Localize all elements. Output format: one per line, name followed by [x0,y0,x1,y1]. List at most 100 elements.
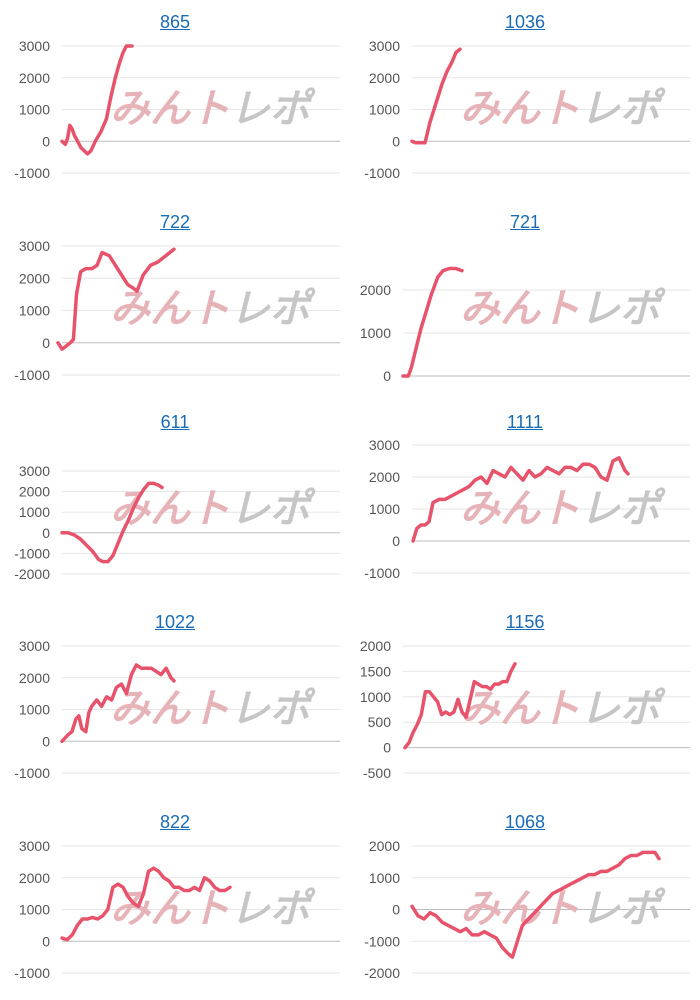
y-tick-label: -1000 [14,965,50,981]
chart-panel-822: 822 3000 2000 1000 0 -1000 みんトレポ [0,800,350,1000]
y-tick-label: 3000 [369,38,400,54]
y-tick-label: 2000 [19,270,50,286]
chart-panel-1111: 1111 3000 2000 1000 0 -1000 みんトレポ [350,400,700,600]
y-tick-label: 1000 [19,902,50,918]
y-tick-label: 3000 [19,638,50,654]
chart-title-link[interactable]: 1068 [504,812,546,832]
y-tick-label: -2000 [14,566,50,582]
y-tick-label: 1000 [360,325,391,341]
series-line [60,663,176,744]
y-tick-label: 0 [42,133,50,149]
y-tick-label: 0 [42,525,50,541]
y-tick-label: 1000 [369,870,400,886]
series-line [60,481,164,564]
chart-svg: 2000 1000 0 みんトレポ [360,266,690,384]
chart-panel-865: 865 3000 2000 1000 0 -1000 みんトレポ [0,0,350,200]
y-tick-label: 3000 [19,838,50,854]
y-tick-label: 1000 [19,303,50,319]
chart-title-link[interactable]: 611 [160,412,190,432]
y-tick-label: 0 [392,133,400,149]
chart-panel-1156: 1156 2000 1500 1000 500 0 -500 みんトレポ [350,600,700,800]
watermark-logo: みんトレポ [460,686,666,732]
y-tick-label: -1000 [14,765,50,781]
chart-panel-611: 611 3000 2000 1000 0 -1000 -2000 みんトレポ [0,400,350,600]
y-tick-label: -1000 [364,165,400,181]
y-tick-label: 3000 [19,463,50,479]
y-tick-label: 500 [368,714,392,730]
chart-svg: 3000 2000 1000 0 -1000 みんトレポ [364,437,690,581]
chart-svg: 3000 2000 1000 0 -1000 みんトレポ [14,638,340,781]
y-tick-label: 2000 [19,870,50,886]
chart-svg: 2000 1500 1000 500 0 -500 みんトレポ [360,638,690,781]
y-tick-label: 3000 [19,238,50,254]
y-tick-label: 3000 [19,38,50,54]
y-tick-label: -1000 [14,367,50,383]
chart-panel-721: 721 2000 1000 0 みんトレポ [350,200,700,400]
chart-title-link[interactable]: 1111 [506,412,544,432]
series-line [56,247,176,351]
y-tick-label: 0 [42,335,50,351]
chart-title-link[interactable]: 822 [159,812,191,832]
chart-title-link[interactable]: 1036 [504,12,546,32]
watermark-logo: みんトレポ [110,286,316,332]
chart-title-link[interactable]: 865 [159,12,191,32]
y-tick-label: -1000 [14,545,50,561]
series-line [403,662,517,750]
y-tick-label: 2000 [369,838,400,854]
chart-title-link[interactable]: 1022 [154,612,196,632]
chart-panel-1068: 1068 2000 1000 0 -1000 -2000 みんトレポ [350,800,700,1000]
chart-panel-722: 722 3000 2000 1000 0 -1000 みんトレポ [0,200,350,400]
y-tick-label: -1000 [364,933,400,949]
y-tick-label: -1000 [14,165,50,181]
chart-title-link[interactable]: 722 [159,212,191,232]
watermark-logo: みんトレポ [110,686,316,732]
chart-svg: 3000 2000 1000 0 -1000 みんトレポ [14,838,340,981]
y-tick-label: 1000 [19,102,50,118]
y-tick-label: 1000 [369,102,400,118]
watermark-logo: みんトレポ [110,486,316,532]
series-line [401,266,464,378]
y-tick-label: 2000 [369,70,400,86]
y-tick-label: 1000 [19,702,50,718]
watermark-logo: みんトレポ [460,286,666,332]
watermark-logo: みんトレポ [460,486,666,532]
series-line [60,866,232,942]
chart-svg: 3000 2000 1000 0 -1000 -2000 みんトレポ [14,463,340,582]
y-tick-label: -1000 [364,565,400,581]
series-line [60,44,134,156]
y-tick-label: 2000 [369,469,400,485]
y-tick-label: 2000 [360,638,391,654]
y-tick-label: 0 [383,740,391,756]
watermark-logo: みんトレポ [460,886,666,932]
y-tick-label: 0 [392,533,400,549]
watermark-logo: みんトレポ [110,886,316,932]
y-tick-label: 0 [392,902,400,918]
y-tick-label: 1000 [19,504,50,520]
y-tick-label: 0 [42,933,50,949]
y-tick-label: 2000 [360,282,391,298]
y-tick-label: 2000 [19,484,50,500]
y-tick-label: 0 [42,733,50,749]
chart-svg: 3000 2000 1000 0 -1000 みんトレポ [14,38,340,181]
y-tick-label: -2000 [364,965,400,981]
series-line [410,850,661,959]
chart-title-link[interactable]: 721 [509,212,541,232]
chart-svg: 2000 1000 0 -1000 -2000 みんトレポ [364,838,690,981]
chart-panel-1036: 1036 3000 2000 1000 0 -1000 みんトレポ [350,0,700,200]
y-tick-label: 0 [383,368,391,384]
y-tick-label: -500 [363,765,391,781]
y-tick-label: 2000 [19,670,50,686]
series-line [411,456,630,543]
watermark-logo: みんトレポ [110,86,316,132]
y-tick-label: 2000 [19,70,50,86]
y-tick-label: 1000 [360,689,391,705]
y-tick-label: 1000 [369,501,400,517]
chart-svg: 3000 2000 1000 0 -1000 みんトレポ [14,238,340,383]
series-line [410,47,462,145]
chart-svg: 3000 2000 1000 0 -1000 みんトレポ [364,38,690,181]
chart-title-link[interactable]: 1156 [505,612,545,632]
y-tick-label: 3000 [369,437,400,453]
y-tick-label: 1500 [360,663,391,679]
watermark-logo: みんトレポ [460,86,666,132]
chart-panel-1022: 1022 3000 2000 1000 0 -1000 みんトレポ [0,600,350,800]
